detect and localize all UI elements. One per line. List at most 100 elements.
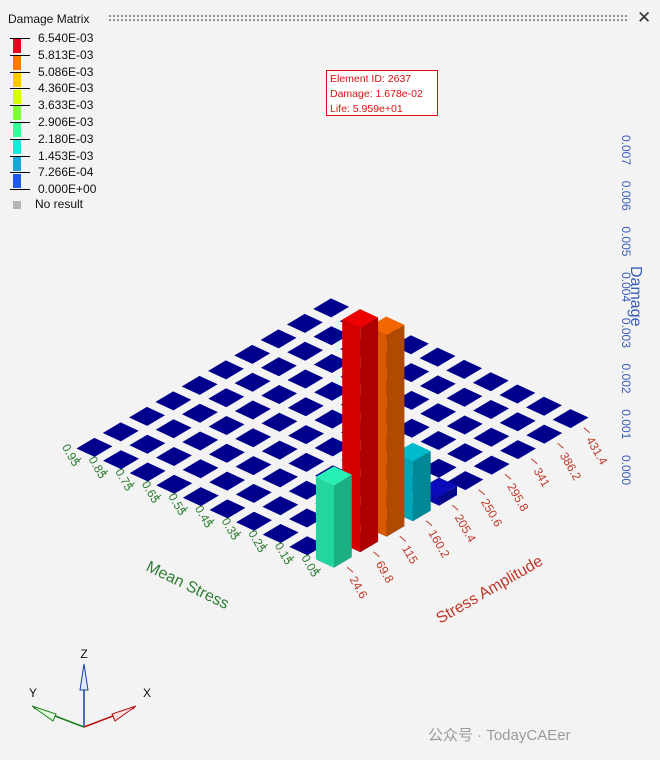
z-tick-label: 0.007 xyxy=(619,135,633,165)
base-cell xyxy=(156,474,193,494)
base-cell xyxy=(208,443,245,463)
legend-value: 6.540E-03 xyxy=(38,31,94,45)
tooltip-life: Life: 5.959e+01 xyxy=(330,103,403,115)
x-axis-title: Stress Amplitude xyxy=(434,553,547,628)
window-title: Damage Matrix xyxy=(8,12,90,26)
base-cell xyxy=(420,431,457,450)
base-cell xyxy=(287,397,324,417)
legend-value: 5.813E-03 xyxy=(38,47,94,62)
base-cell xyxy=(235,428,272,448)
y-tick-mark xyxy=(128,482,135,489)
base-cell xyxy=(500,440,536,460)
z-tick-label: 0.000 xyxy=(619,455,633,485)
y-tick-mark xyxy=(74,457,82,464)
base-cell xyxy=(76,437,113,457)
legend-value: 7.266E-04 xyxy=(38,165,94,180)
base-cell xyxy=(446,415,483,435)
y-tick-mark xyxy=(181,506,189,513)
z-tick-label: 0.006 xyxy=(619,181,633,211)
base-cell xyxy=(286,313,323,333)
x-tick-label: 115 xyxy=(399,543,421,567)
legend-swatch xyxy=(13,106,21,121)
legend-tick xyxy=(10,105,30,107)
base-cell xyxy=(260,329,297,349)
x-tick-label: 250.6 xyxy=(478,496,505,529)
triad-z-arrow xyxy=(79,663,89,691)
base-cell xyxy=(262,496,299,516)
z-tick-label: 0.001 xyxy=(619,409,633,439)
z-tick-label: 0.003 xyxy=(619,318,633,348)
close-button[interactable]: ✕ xyxy=(637,8,652,27)
bar-top-face xyxy=(342,309,379,329)
x-tick-label: 205.4 xyxy=(452,512,479,545)
y-tick-label: 0.55 xyxy=(165,491,189,519)
base-cell xyxy=(208,388,245,408)
y-tick-mark xyxy=(207,519,215,526)
base-cell xyxy=(446,359,483,379)
x-tick-mark xyxy=(530,458,538,465)
drag-handle[interactable] xyxy=(108,14,628,22)
y-tick-label: 0.45 xyxy=(192,503,216,531)
element-info-tooltip: Element ID: 2637 Damage: 1.678e-02 Life:… xyxy=(326,70,438,116)
legend-value: 0.000E+00 xyxy=(38,182,97,197)
base-cell xyxy=(261,385,298,404)
y-tick-label: 0.15 xyxy=(272,540,296,568)
legend-value: 5.086E-03 xyxy=(38,64,94,79)
base-cell xyxy=(288,425,324,445)
base-cell xyxy=(182,487,219,507)
base-cell xyxy=(236,511,272,531)
legend-tick xyxy=(10,189,30,191)
triad-y-arrow xyxy=(31,705,57,722)
base-cell xyxy=(447,443,483,463)
base-cell xyxy=(552,409,589,429)
legend-swatch xyxy=(13,89,21,104)
base-cell xyxy=(182,459,219,479)
base-cell xyxy=(261,412,298,432)
base-cell xyxy=(473,400,509,419)
base-cell xyxy=(419,347,456,367)
x-tick-mark xyxy=(478,489,485,496)
base-cell xyxy=(208,360,244,380)
base-cell xyxy=(182,403,218,423)
legend-tick xyxy=(10,71,30,73)
z-tick-label: 0.004 xyxy=(619,272,633,302)
legend-value: 1.453E-03 xyxy=(38,148,94,163)
y-tick-label: 0.85 xyxy=(86,454,110,482)
base-cell xyxy=(288,480,325,500)
base-cell xyxy=(235,456,272,476)
base-cell xyxy=(499,412,536,432)
base-cell xyxy=(102,422,139,442)
y-tick-mark xyxy=(154,494,162,501)
base-cell xyxy=(262,468,298,488)
base-cell xyxy=(420,403,457,423)
base-cell xyxy=(287,341,324,361)
x-tick-mark xyxy=(346,566,354,573)
base-cell xyxy=(129,462,166,482)
y-axis-title: Mean Stress xyxy=(143,558,231,613)
z-axis-title: Damage xyxy=(627,266,644,327)
legend-tick xyxy=(10,54,30,56)
x-tick-label: 341 xyxy=(531,465,553,490)
tooltip-damage: Damage: 1.678e-02 xyxy=(330,88,423,100)
triad-x-label: X xyxy=(143,686,151,700)
legend-swatch xyxy=(13,173,21,188)
x-tick-mark xyxy=(452,504,459,511)
legend-value: 3.633E-03 xyxy=(38,98,94,113)
base-cell xyxy=(447,471,484,491)
x-tick-mark xyxy=(557,442,564,449)
base-cell xyxy=(473,427,510,447)
y-tick-mark xyxy=(314,568,322,575)
x-tick-label: 386.2 xyxy=(557,450,584,483)
bar-side-face xyxy=(360,317,379,553)
legend-tick xyxy=(10,88,30,90)
y-tick-label: 0.35 xyxy=(219,515,243,543)
base-cell xyxy=(209,499,246,519)
base-cell xyxy=(234,344,271,364)
base-cell xyxy=(129,434,166,454)
y-tick-label: 0.75 xyxy=(112,466,136,494)
legend-swatch xyxy=(13,156,21,171)
no-result-swatch xyxy=(13,201,21,209)
base-cell xyxy=(234,372,271,392)
base-cell xyxy=(103,450,139,470)
